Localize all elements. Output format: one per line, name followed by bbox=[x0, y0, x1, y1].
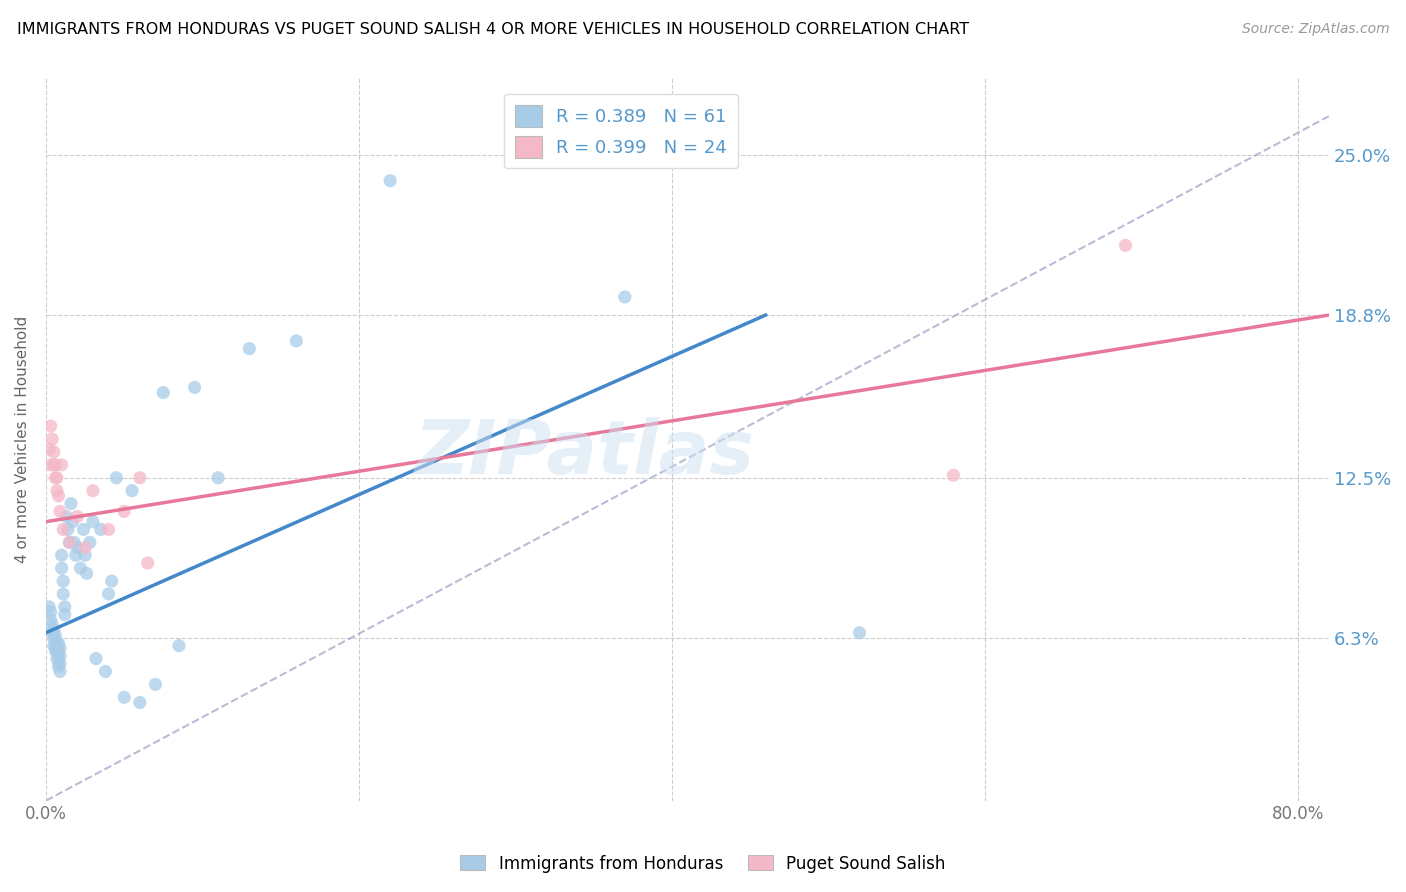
Legend: Immigrants from Honduras, Puget Sound Salish: Immigrants from Honduras, Puget Sound Sa… bbox=[454, 848, 952, 880]
Point bbox=[41, 432, 63, 446]
Point bbox=[58, 535, 80, 549]
Point bbox=[45, 471, 67, 485]
Point bbox=[1114, 238, 1136, 252]
Point bbox=[41, 618, 63, 632]
Point bbox=[42, 623, 65, 637]
Point bbox=[39, 605, 62, 619]
Point bbox=[42, 631, 65, 645]
Point bbox=[183, 380, 205, 394]
Text: ZIPatlas: ZIPatlas bbox=[415, 417, 755, 490]
Point bbox=[75, 541, 97, 555]
Point bbox=[52, 587, 75, 601]
Point bbox=[58, 535, 80, 549]
Point bbox=[45, 636, 67, 650]
Y-axis label: 4 or more Vehicles in Household: 4 or more Vehicles in Household bbox=[15, 316, 30, 563]
Point bbox=[100, 574, 122, 588]
Point bbox=[90, 523, 112, 537]
Point bbox=[942, 468, 965, 483]
Point bbox=[45, 651, 67, 665]
Point bbox=[45, 644, 67, 658]
Point bbox=[285, 334, 308, 348]
Point bbox=[63, 535, 86, 549]
Point bbox=[848, 625, 870, 640]
Point bbox=[44, 636, 66, 650]
Point bbox=[75, 548, 97, 562]
Point bbox=[82, 483, 104, 498]
Point bbox=[94, 665, 117, 679]
Point bbox=[84, 651, 107, 665]
Point bbox=[65, 548, 87, 562]
Point bbox=[128, 696, 150, 710]
Point bbox=[49, 504, 72, 518]
Point bbox=[51, 561, 73, 575]
Point bbox=[52, 523, 75, 537]
Point bbox=[62, 515, 84, 529]
Point bbox=[53, 607, 76, 622]
Point bbox=[51, 458, 73, 472]
Point bbox=[97, 523, 120, 537]
Point bbox=[48, 489, 70, 503]
Point bbox=[48, 659, 70, 673]
Point bbox=[38, 442, 60, 457]
Point bbox=[128, 471, 150, 485]
Point bbox=[42, 639, 65, 653]
Point bbox=[42, 445, 65, 459]
Point bbox=[66, 541, 89, 555]
Point bbox=[55, 509, 77, 524]
Point bbox=[97, 587, 120, 601]
Point bbox=[207, 471, 229, 485]
Point bbox=[51, 548, 73, 562]
Point bbox=[49, 648, 72, 663]
Point bbox=[44, 628, 66, 642]
Point bbox=[79, 535, 101, 549]
Point bbox=[121, 483, 143, 498]
Point bbox=[44, 471, 66, 485]
Point bbox=[39, 458, 62, 472]
Point bbox=[136, 556, 159, 570]
Point bbox=[53, 599, 76, 614]
Text: IMMIGRANTS FROM HONDURAS VS PUGET SOUND SALISH 4 OR MORE VEHICLES IN HOUSEHOLD C: IMMIGRANTS FROM HONDURAS VS PUGET SOUND … bbox=[17, 22, 969, 37]
Point bbox=[38, 599, 60, 614]
Point bbox=[48, 651, 70, 665]
Point bbox=[145, 677, 167, 691]
Point bbox=[39, 613, 62, 627]
Point bbox=[52, 574, 75, 588]
Point bbox=[39, 419, 62, 434]
Point bbox=[613, 290, 636, 304]
Point bbox=[49, 665, 72, 679]
Point bbox=[56, 523, 79, 537]
Point bbox=[49, 641, 72, 656]
Point bbox=[112, 690, 135, 705]
Point bbox=[72, 523, 94, 537]
Point bbox=[152, 385, 174, 400]
Point bbox=[105, 471, 128, 485]
Point bbox=[76, 566, 98, 581]
Legend: R = 0.389   N = 61, R = 0.399   N = 24: R = 0.389 N = 61, R = 0.399 N = 24 bbox=[503, 94, 738, 169]
Point bbox=[380, 174, 402, 188]
Point bbox=[44, 458, 66, 472]
Point bbox=[48, 636, 70, 650]
Point bbox=[69, 561, 91, 575]
Point bbox=[82, 515, 104, 529]
Point bbox=[45, 483, 67, 498]
Point bbox=[112, 504, 135, 518]
Point bbox=[167, 639, 190, 653]
Text: Source: ZipAtlas.com: Source: ZipAtlas.com bbox=[1241, 22, 1389, 37]
Point bbox=[41, 625, 63, 640]
Point bbox=[60, 497, 83, 511]
Point bbox=[48, 644, 70, 658]
Point bbox=[238, 342, 260, 356]
Point bbox=[42, 458, 65, 472]
Point bbox=[66, 509, 89, 524]
Point bbox=[49, 657, 72, 671]
Point bbox=[44, 644, 66, 658]
